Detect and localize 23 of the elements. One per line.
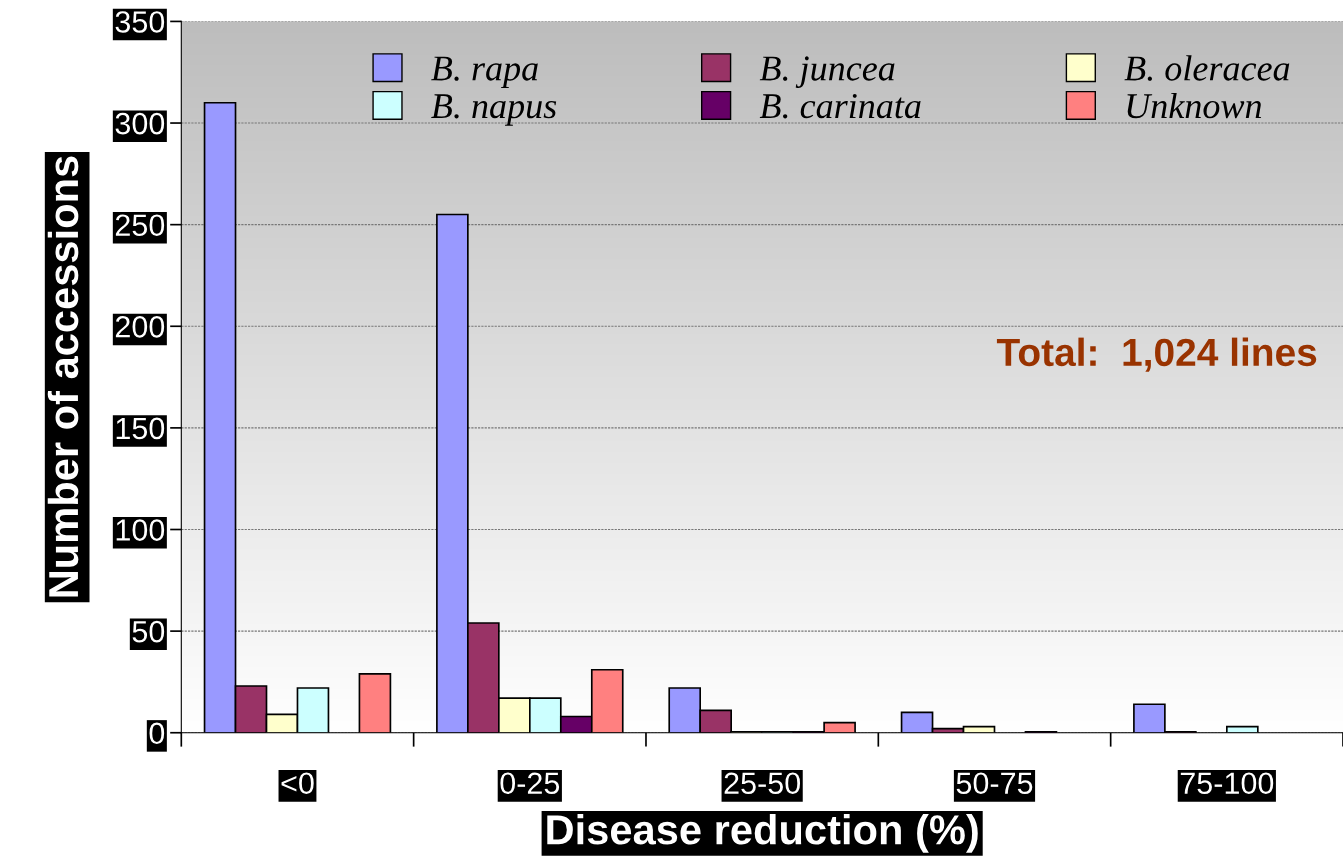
y-axis-title: Number of accessions bbox=[47, 156, 79, 597]
y-tick-label: 0 bbox=[149, 722, 165, 745]
bar bbox=[358, 672, 392, 733]
y-tick-label: 200 bbox=[115, 316, 165, 338]
y-tick-label: 50 bbox=[132, 620, 165, 643]
x-tick-label: 25-50 bbox=[724, 772, 801, 795]
y-tick-label: 150 bbox=[116, 417, 165, 440]
x-tick-label: 75-100 bbox=[1180, 772, 1274, 795]
legend-label: B. napus bbox=[431, 94, 557, 126]
legend-label: B. carinata bbox=[759, 94, 921, 119]
x-tick-label: 0-25 bbox=[500, 772, 560, 795]
x-tick-label: <0 bbox=[281, 772, 314, 795]
y-tick-label: 250 bbox=[115, 214, 165, 237]
y-tick-label: 350 bbox=[115, 11, 165, 33]
legend-label: B. oleracea bbox=[1124, 55, 1290, 81]
x-tick-label: 50-75 bbox=[956, 772, 1033, 795]
legend-label: Unknown bbox=[1127, 92, 1262, 119]
legend-label: B. rapa bbox=[431, 56, 538, 88]
annotation: Total: 1,024 lines bbox=[996, 337, 1317, 372]
legend-label: B. juncea bbox=[759, 56, 895, 88]
y-tick-label: 300 bbox=[115, 112, 165, 135]
x-axis-title: Disease reduction (%) bbox=[547, 814, 978, 853]
y-tick-label: 100 bbox=[116, 519, 165, 541]
